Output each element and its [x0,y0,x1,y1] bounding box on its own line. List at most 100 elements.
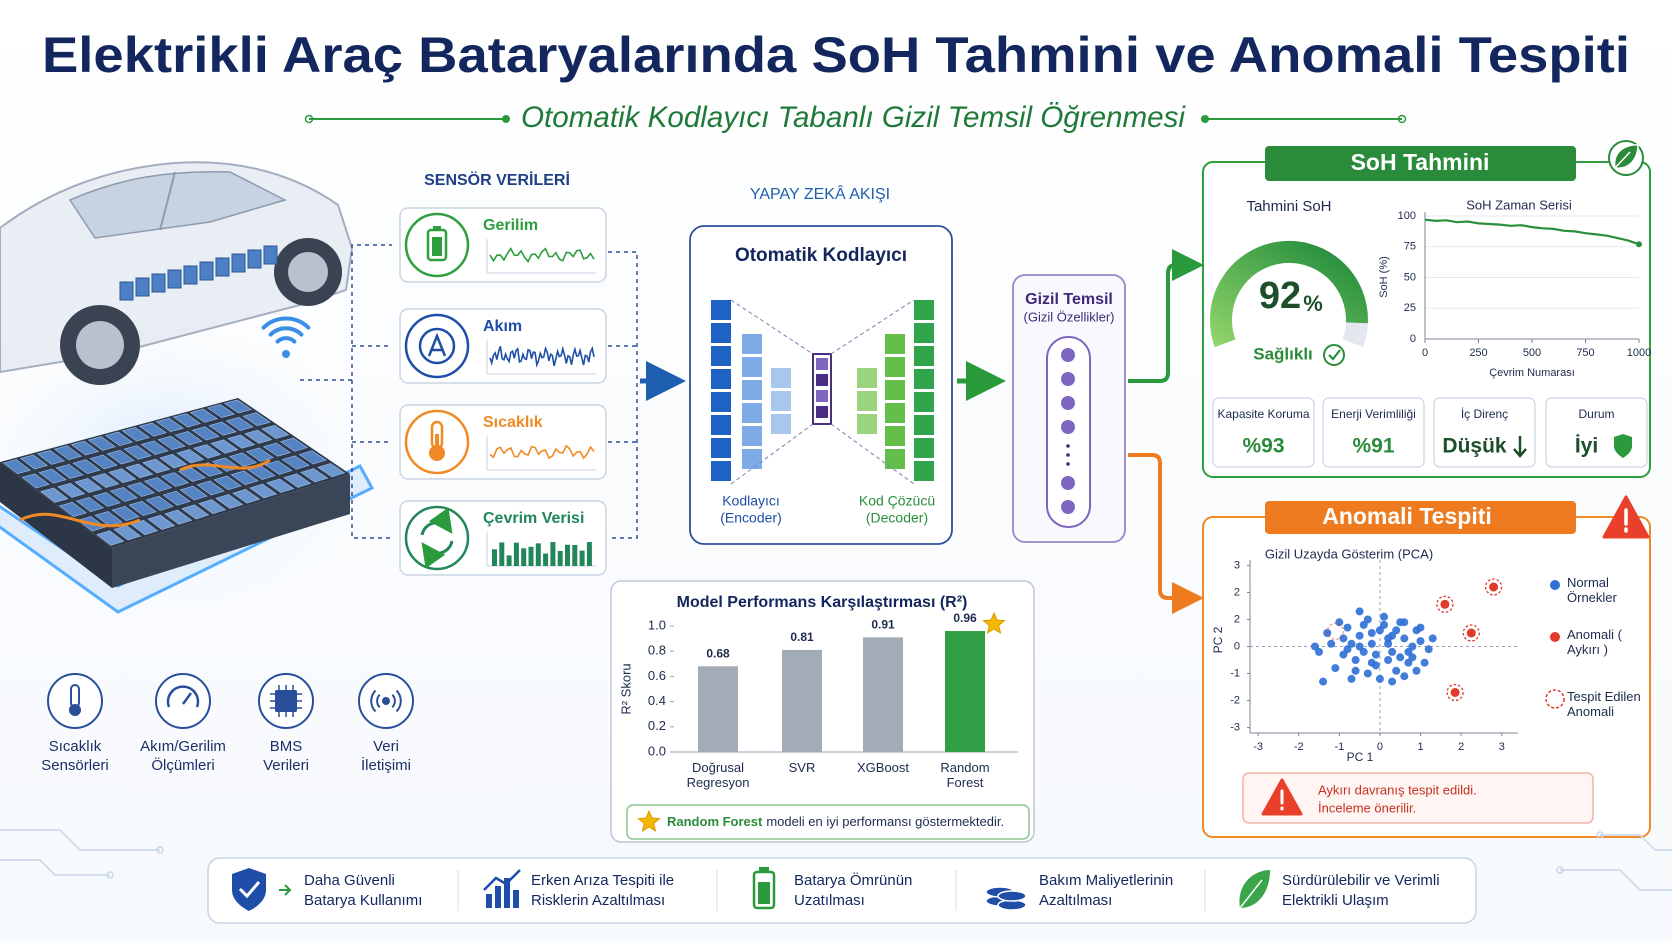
note-box [626,804,1030,840]
latent-unit [1061,476,1075,490]
normal-point [1404,658,1413,667]
soh-title: SoH Tahmini [1351,149,1490,175]
pack-cell [75,496,104,513]
pack-cell [227,434,256,449]
car-rim [76,321,124,369]
y-tick-label: 50 [1404,271,1416,283]
pack-cell [174,431,203,446]
pack-cell [206,404,236,418]
pack-side [0,462,112,588]
soh-line-end [1636,241,1642,248]
sensors-title: SENSÖR VERİLERİ [424,170,570,189]
normal-point [1416,623,1425,632]
normal-point [1355,631,1364,640]
normal-point [1335,618,1344,627]
normal-point [1392,626,1401,635]
network-unit [914,323,934,343]
latent-unit [1061,500,1075,514]
pack-cell [94,511,123,527]
feature-glyph [370,689,377,713]
pack-cell [106,449,135,465]
feature-glyph [382,697,390,705]
x-tick-label: 0 [1422,347,1428,359]
sparkbar [513,542,519,566]
car-battery-cell [199,261,214,281]
benefit-label: Batarya Kullanımı [304,892,422,909]
normal-point [1355,642,1364,651]
metric-card [1322,397,1425,468]
normal-point [1367,639,1376,648]
pack-cell [108,468,137,484]
x-tick-label: Doğrusal Regresyon [686,760,750,790]
bar-value-label: 0.81 [790,630,814,644]
car-battery-cell [215,257,230,277]
pack-cell [87,436,116,451]
sparkbar [550,542,556,566]
y-tick-label: 1.0 [648,617,666,632]
pack-cell [91,473,120,488]
pack-cell [210,439,239,454]
network-unit [711,369,731,389]
pack-cell [181,504,210,520]
car-battery-cell [119,281,134,301]
gauge-value [1210,240,1368,348]
benefit-label: Batarya Ömrünün [794,871,912,889]
subtitle-rule-dot [1201,115,1209,123]
x-tick-label: 2 [1458,741,1464,753]
anomaly-point [1440,599,1450,609]
sparkline [489,444,595,460]
pack-cell [38,468,67,484]
legend-marker [1550,632,1560,642]
pack-cell [228,452,257,467]
detected-ring [1484,578,1503,596]
sensor-label: Sıcaklık [483,414,543,431]
sparkbar [492,549,497,566]
pack-cell [249,483,278,499]
pack-cell [19,454,48,470]
alert-box [1242,772,1594,824]
pack-cell [223,399,253,414]
flow-arrow [1128,249,1204,383]
feature-glyph [275,690,297,712]
car-battery-cell [135,277,150,297]
x-tick-label: Random Forest [940,760,990,790]
pack-cell [172,413,201,428]
feature-label: Sıcaklık [49,738,102,755]
benefit-label: Daha Güvenli [304,872,395,889]
pack-cell [74,478,103,493]
benefit-label: Risklerin Azaltılması [531,892,665,909]
normal-point [1400,618,1409,627]
pack-platform [0,464,375,614]
wireless-icon [275,336,297,344]
pack-cell [147,514,176,530]
feature-label: Akım/Gerilim [140,738,226,755]
bar-value-label: 0.96 [953,611,977,625]
pack-cell [225,416,254,431]
pack-cell [55,464,84,479]
metric-value: %91 [1352,435,1394,458]
pack-cell [89,454,118,470]
normal-point [1363,669,1372,678]
latent-subtitle: (Gizil Özellikler) [1024,309,1115,324]
pack-cell [196,480,225,496]
sensor-glyph [435,434,439,450]
subtitle-rule-end [304,114,314,124]
pack-cell [232,488,261,504]
y-tick-label: 0 [1410,333,1416,345]
car-battery-cell [263,245,278,265]
check-icon [1328,349,1341,361]
x-tick-label: 750 [1576,347,1594,359]
car-rim [288,252,328,292]
sensor-icon [404,505,470,571]
y-tick-label: 0.6 [648,668,666,683]
normal-point [1400,634,1409,643]
network-unit [711,461,731,481]
normal-point [1428,634,1437,643]
soh-line [1424,218,1640,246]
metric-label: Durum [1578,407,1614,421]
normal-point [1416,637,1425,646]
pack-cell [179,485,208,501]
network-unit [885,426,905,446]
